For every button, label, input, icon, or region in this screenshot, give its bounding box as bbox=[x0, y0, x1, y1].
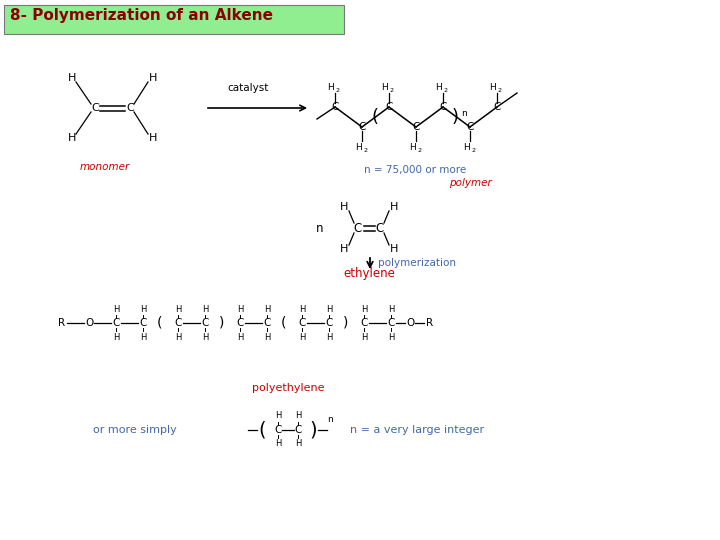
Text: H: H bbox=[490, 83, 496, 91]
Text: C: C bbox=[376, 221, 384, 234]
Text: H: H bbox=[275, 440, 282, 449]
Text: H: H bbox=[355, 143, 361, 152]
Text: H: H bbox=[382, 83, 388, 91]
Text: 2: 2 bbox=[336, 89, 340, 93]
Text: n: n bbox=[327, 415, 333, 424]
Text: H: H bbox=[340, 244, 348, 254]
Text: (: ( bbox=[372, 108, 379, 126]
Text: H: H bbox=[140, 305, 146, 314]
Text: C: C bbox=[359, 122, 366, 132]
Text: H: H bbox=[264, 305, 271, 314]
Text: O: O bbox=[85, 318, 93, 328]
Text: H: H bbox=[68, 133, 76, 143]
Text: H: H bbox=[175, 305, 181, 314]
Text: ): ) bbox=[309, 421, 317, 440]
Text: C: C bbox=[385, 102, 392, 112]
Bar bbox=[4, 5, 344, 34]
Text: n = 75,000 or more: n = 75,000 or more bbox=[364, 165, 466, 175]
Text: C: C bbox=[126, 103, 134, 113]
Text: H: H bbox=[436, 83, 442, 91]
Text: H: H bbox=[202, 333, 208, 341]
Text: C: C bbox=[174, 318, 181, 328]
Text: C: C bbox=[264, 318, 271, 328]
Text: 8- Polymerization of an Alkene: 8- Polymerization of an Alkene bbox=[10, 8, 273, 23]
Text: C: C bbox=[354, 221, 362, 234]
Text: H: H bbox=[237, 305, 243, 314]
Text: C: C bbox=[413, 122, 420, 132]
Text: ): ) bbox=[219, 316, 224, 330]
Text: C: C bbox=[493, 102, 500, 112]
Text: H: H bbox=[328, 83, 334, 91]
Text: R: R bbox=[426, 318, 433, 328]
Text: H: H bbox=[361, 305, 368, 314]
Text: polymerization: polymerization bbox=[378, 258, 456, 268]
Text: H: H bbox=[113, 305, 120, 314]
Text: H: H bbox=[149, 133, 157, 143]
Text: ): ) bbox=[343, 316, 348, 330]
Text: C: C bbox=[361, 318, 368, 328]
Text: H: H bbox=[326, 305, 333, 314]
Text: H: H bbox=[140, 333, 146, 341]
Text: H: H bbox=[68, 73, 76, 83]
Text: C: C bbox=[236, 318, 244, 328]
Text: (: ( bbox=[156, 316, 162, 330]
Text: H: H bbox=[175, 333, 181, 341]
Text: H: H bbox=[113, 333, 120, 341]
Text: H: H bbox=[264, 333, 271, 341]
Text: H: H bbox=[149, 73, 157, 83]
Text: C: C bbox=[331, 102, 338, 112]
Text: 2: 2 bbox=[390, 89, 394, 93]
Text: H: H bbox=[390, 202, 398, 212]
Text: O: O bbox=[406, 318, 415, 328]
Text: C: C bbox=[299, 318, 306, 328]
Text: polymer: polymer bbox=[449, 178, 491, 188]
Text: C: C bbox=[467, 122, 474, 132]
Text: H: H bbox=[361, 333, 368, 341]
Text: 2: 2 bbox=[363, 148, 367, 153]
Text: C: C bbox=[139, 318, 147, 328]
Text: H: H bbox=[202, 305, 208, 314]
Text: H: H bbox=[463, 143, 469, 152]
Text: C: C bbox=[294, 425, 302, 435]
Text: (: ( bbox=[281, 316, 286, 330]
Text: H: H bbox=[340, 202, 348, 212]
Text: n: n bbox=[461, 109, 467, 118]
Text: H: H bbox=[275, 411, 282, 421]
Text: C: C bbox=[112, 318, 120, 328]
Text: 2: 2 bbox=[471, 148, 475, 153]
Text: (: ( bbox=[258, 421, 266, 440]
Text: monomer: monomer bbox=[80, 162, 130, 172]
Text: C: C bbox=[325, 318, 333, 328]
Text: H: H bbox=[299, 305, 305, 314]
Text: H: H bbox=[388, 333, 395, 341]
Text: H: H bbox=[294, 440, 301, 449]
Text: H: H bbox=[409, 143, 415, 152]
Text: H: H bbox=[294, 411, 301, 421]
Text: 2: 2 bbox=[444, 89, 448, 93]
Text: C: C bbox=[202, 318, 209, 328]
Text: catalyst: catalyst bbox=[228, 83, 269, 93]
Text: n: n bbox=[316, 221, 324, 234]
Text: polyethylene: polyethylene bbox=[252, 383, 324, 393]
Text: C: C bbox=[387, 318, 395, 328]
Text: C: C bbox=[439, 102, 446, 112]
Text: or more simply: or more simply bbox=[93, 425, 177, 435]
Text: 2: 2 bbox=[417, 148, 421, 153]
Text: R: R bbox=[58, 318, 66, 328]
Text: H: H bbox=[326, 333, 333, 341]
Text: C: C bbox=[274, 425, 282, 435]
Text: n = a very large integer: n = a very large integer bbox=[350, 425, 484, 435]
Text: H: H bbox=[388, 305, 395, 314]
Text: 2: 2 bbox=[498, 89, 502, 93]
Text: H: H bbox=[390, 244, 398, 254]
Text: C: C bbox=[91, 103, 99, 113]
Text: ethylene: ethylene bbox=[343, 267, 395, 280]
Text: H: H bbox=[237, 333, 243, 341]
Text: ): ) bbox=[451, 108, 459, 126]
Text: H: H bbox=[299, 333, 305, 341]
